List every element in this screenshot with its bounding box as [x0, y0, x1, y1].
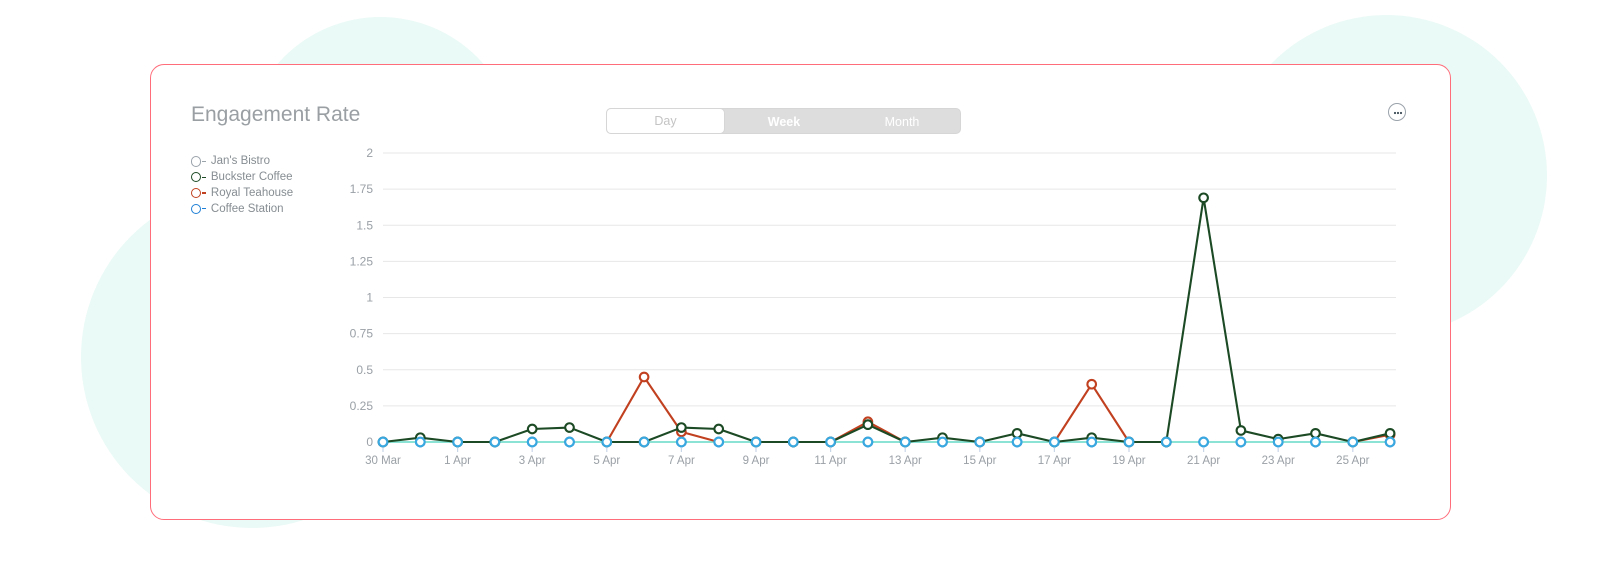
- svg-text:1.25: 1.25: [350, 254, 374, 268]
- svg-text:30 Mar: 30 Mar: [365, 455, 401, 467]
- svg-text:1: 1: [366, 291, 373, 305]
- svg-text:0: 0: [366, 435, 373, 449]
- svg-text:19 Apr: 19 Apr: [1112, 455, 1145, 467]
- svg-text:5 Apr: 5 Apr: [593, 455, 620, 467]
- svg-text:23 Apr: 23 Apr: [1262, 455, 1295, 467]
- svg-text:0.25: 0.25: [350, 399, 374, 413]
- svg-text:1.75: 1.75: [350, 182, 374, 196]
- svg-text:11 Apr: 11 Apr: [814, 455, 847, 467]
- svg-text:3 Apr: 3 Apr: [519, 455, 546, 467]
- svg-text:0.5: 0.5: [356, 363, 373, 377]
- svg-text:9 Apr: 9 Apr: [743, 455, 770, 467]
- svg-text:17 Apr: 17 Apr: [1038, 455, 1071, 467]
- svg-text:1.5: 1.5: [356, 218, 373, 232]
- svg-text:7 Apr: 7 Apr: [668, 455, 695, 467]
- svg-text:21 Apr: 21 Apr: [1187, 455, 1220, 467]
- svg-text:15 Apr: 15 Apr: [963, 455, 996, 467]
- svg-text:1 Apr: 1 Apr: [444, 455, 471, 467]
- svg-text:13 Apr: 13 Apr: [889, 455, 922, 467]
- svg-text:25 Apr: 25 Apr: [1336, 455, 1369, 467]
- svg-text:0.75: 0.75: [350, 327, 374, 341]
- svg-text:2: 2: [366, 146, 373, 160]
